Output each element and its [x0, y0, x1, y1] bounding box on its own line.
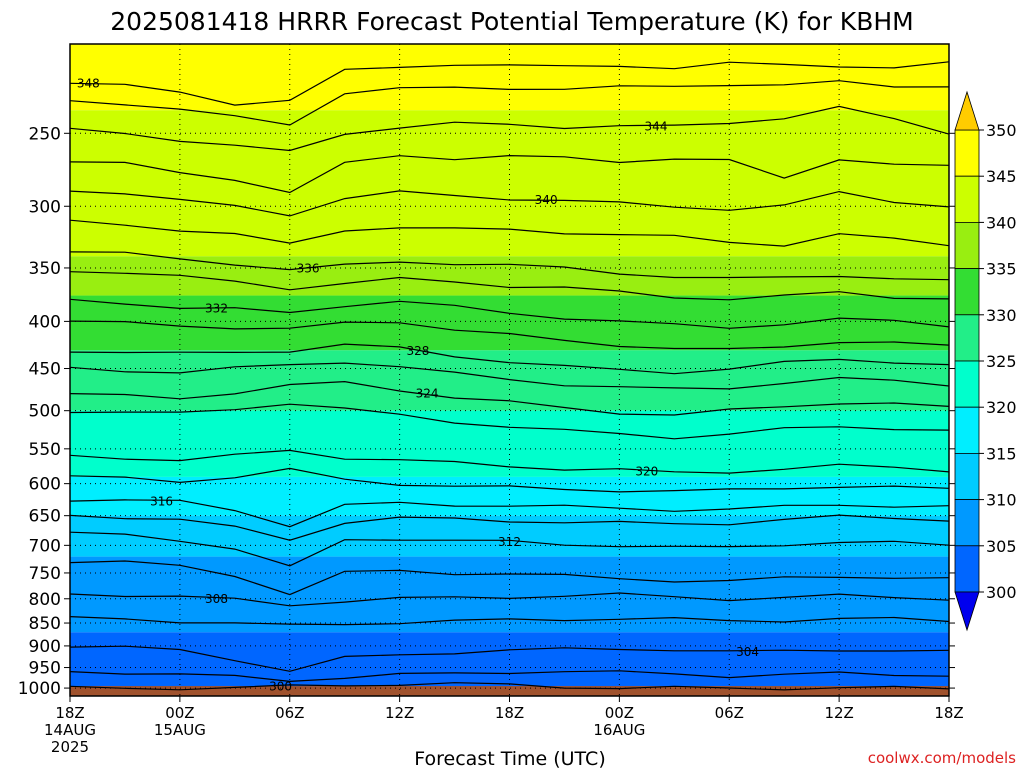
y-tick-label: 550 — [29, 440, 61, 460]
x-axis-title: Forecast Time (UTC) — [414, 748, 605, 768]
x-tick-label: 14AUG — [44, 721, 96, 739]
credit-text: coolwx.com/models — [868, 749, 1016, 767]
colorbar-band — [954, 175, 980, 223]
x-tick-label: 00Z — [165, 704, 194, 722]
colorbar-over-triangle — [954, 90, 980, 131]
x-tick-label: 00Z — [605, 704, 634, 722]
colorbar-label: 350 — [986, 121, 1017, 140]
y-tick-label: 350 — [29, 259, 61, 279]
contour-line-342 — [70, 154, 949, 194]
y-tick-label: 300 — [29, 197, 61, 217]
colorbar-label: 310 — [986, 491, 1017, 510]
plot-area: 348 344 340 336 332 328 324 320 316 312 308 304 300 — [70, 44, 949, 696]
contour-line-308 — [70, 592, 949, 607]
contour-fill-band — [70, 44, 949, 111]
ground-fill — [70, 686, 949, 696]
contour-label-336: 336 — [297, 262, 320, 276]
x-tick-label: 18Z — [934, 704, 963, 722]
contour-line-318 — [70, 467, 949, 493]
contour-line-328 — [70, 343, 949, 375]
contour-label-328: 328 — [406, 344, 429, 358]
contour-line-334 — [70, 271, 949, 301]
contour-label-304: 304 — [736, 645, 759, 659]
y-tick-label: 750 — [29, 564, 61, 584]
contour-label-316: 316 — [150, 494, 173, 508]
contour-label-344: 344 — [645, 119, 668, 133]
y-tick-label: 800 — [29, 590, 61, 610]
colorbar-label: 340 — [986, 213, 1017, 232]
colorbar-label: 345 — [986, 167, 1017, 186]
colorbar-under-triangle — [954, 591, 980, 632]
contour-line-300 — [70, 682, 949, 691]
contour-label-320: 320 — [635, 464, 658, 478]
contour-line-320 — [70, 449, 949, 474]
x-tick-label: 18Z — [495, 704, 524, 722]
y-tick-label: 900 — [29, 637, 61, 657]
x-tick-label: 12Z — [824, 704, 853, 722]
colorbar-band — [954, 268, 980, 316]
colorbar-band — [954, 499, 980, 547]
contour-line-332 — [70, 298, 949, 329]
y-tick-label: 850 — [29, 614, 61, 634]
y-tick-label: 400 — [29, 312, 61, 332]
colorbar: 350 345 340 335 330 325 320 315 310 305 300 — [954, 90, 1017, 632]
contour-line-302 — [70, 670, 949, 683]
colorbar-band — [954, 545, 980, 593]
contour-label-300: 300 — [269, 680, 292, 694]
contour-label-340: 340 — [535, 193, 558, 207]
x-tick-label: 12Z — [385, 704, 414, 722]
contour-line-316 — [70, 499, 949, 528]
colorbar-label: 335 — [986, 260, 1017, 279]
y-tick-label: 450 — [29, 360, 61, 380]
x-tick-label: 15AUG — [154, 721, 206, 739]
contour-line-312 — [70, 531, 949, 567]
colorbar-band — [954, 406, 980, 454]
colorbar-label: 315 — [986, 444, 1017, 463]
colorbar-band — [954, 452, 980, 500]
colorbar-label: 320 — [986, 398, 1017, 417]
colorbar-label: 330 — [986, 306, 1017, 325]
contour-line-314 — [70, 514, 949, 541]
y-tick-label: 600 — [29, 475, 61, 495]
contour-label-348: 348 — [77, 76, 100, 90]
contour-fill-band — [70, 410, 949, 477]
contour-line-330 — [70, 320, 949, 350]
x-tick-label: 2025 — [51, 738, 89, 756]
contour-fill-band — [70, 632, 949, 689]
y-tick-label: 500 — [29, 402, 61, 422]
colorbar-band — [954, 221, 980, 269]
contour-label-324: 324 — [416, 387, 439, 401]
x-tick-label: 06Z — [715, 704, 744, 722]
contour-line-306 — [70, 616, 949, 626]
y-tick-label: 1000 — [18, 679, 61, 699]
y-tick-label: 650 — [29, 507, 61, 527]
colorbar-label: 325 — [986, 352, 1017, 371]
contour-line-322 — [70, 403, 949, 440]
colorbar-band — [954, 360, 980, 408]
colorbar-band — [954, 314, 980, 362]
contour-label-332: 332 — [205, 302, 228, 316]
x-tick-label: 18Z — [55, 704, 84, 722]
chart-title: 2025081418 HRRR Forecast Potential Tempe… — [110, 7, 913, 36]
x-tick-label: 16AUG — [593, 721, 645, 739]
contour-label-312: 312 — [498, 535, 521, 549]
colorbar-label: 300 — [986, 583, 1017, 602]
colorbar-label: 305 — [986, 537, 1017, 556]
contour-line-324 — [70, 380, 949, 416]
y-tick-label: 950 — [29, 659, 61, 679]
contour-fill-band — [70, 295, 949, 351]
y-tick-label: 700 — [29, 536, 61, 556]
contour-label-308: 308 — [205, 592, 228, 606]
y-tick-label: 250 — [29, 124, 61, 144]
axes: 250 300 350 400 450 500 550 600 650 700 750 800 850 9… — [18, 43, 964, 756]
colorbar-band — [954, 129, 980, 177]
x-tick-label: 06Z — [275, 704, 304, 722]
